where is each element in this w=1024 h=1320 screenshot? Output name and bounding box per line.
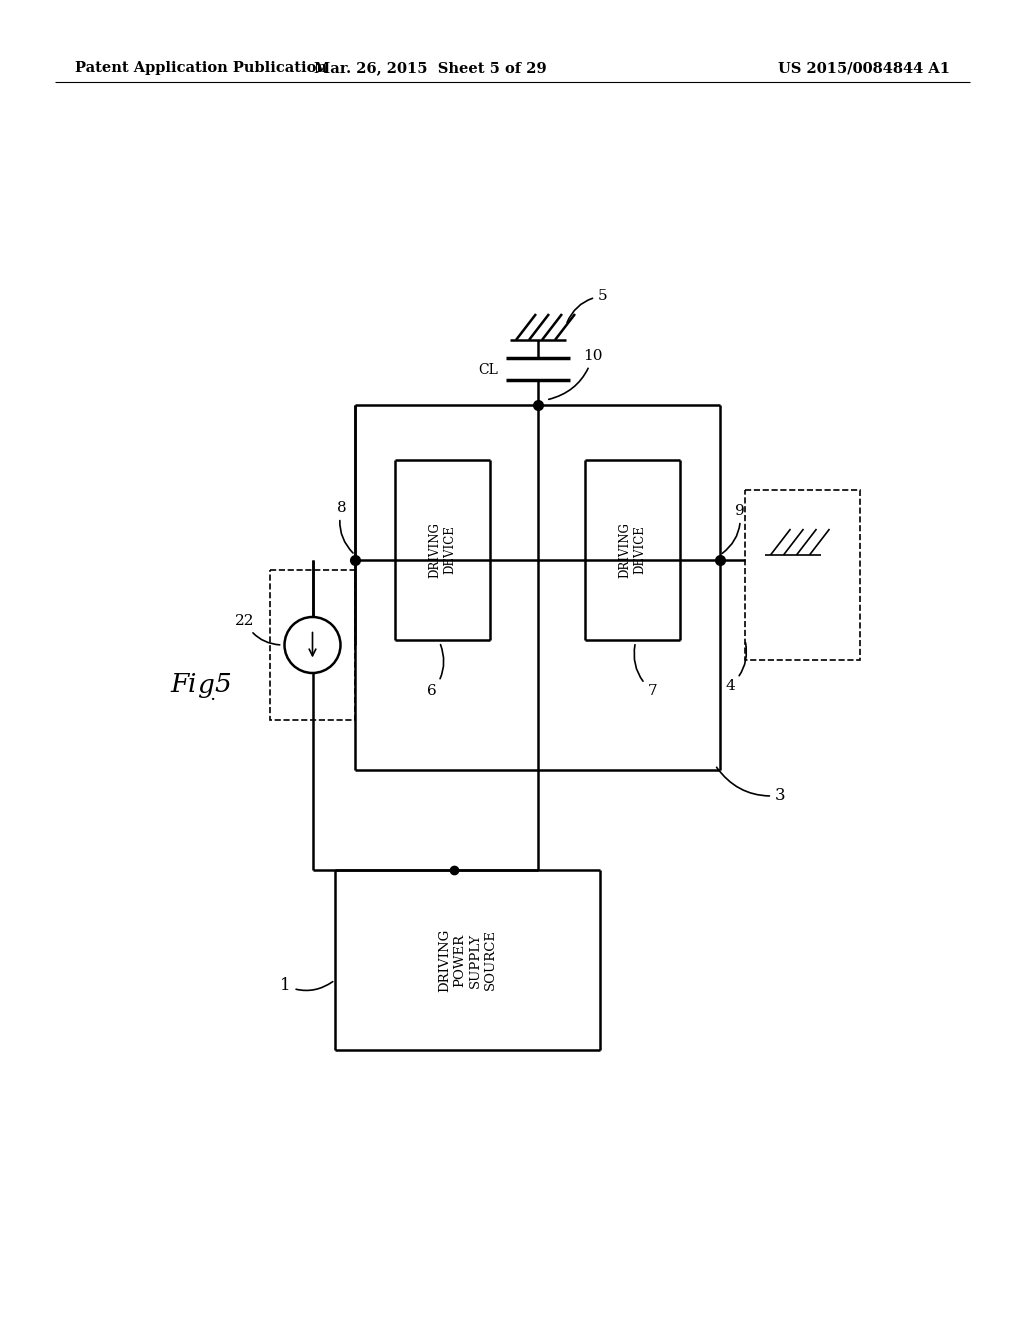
Text: DRIVING
DEVICE: DRIVING DEVICE: [618, 523, 646, 578]
Text: 6: 6: [427, 644, 443, 698]
Text: DRIVING
POWER
SUPPLY
SOURCE: DRIVING POWER SUPPLY SOURCE: [438, 928, 497, 991]
Text: Patent Application Publication: Patent Application Publication: [75, 61, 327, 75]
Text: g: g: [197, 672, 214, 697]
Text: 9: 9: [722, 504, 744, 553]
Text: 22: 22: [234, 614, 280, 645]
Text: DRIVING
DEVICE: DRIVING DEVICE: [428, 523, 457, 578]
Bar: [745, 490, 860, 660]
Text: 5: 5: [214, 672, 230, 697]
Text: F: F: [170, 672, 188, 697]
Text: 4: 4: [725, 643, 746, 693]
Text: 1: 1: [280, 977, 333, 994]
Text: .: .: [209, 686, 215, 704]
Text: 7: 7: [634, 644, 657, 698]
Text: 3: 3: [717, 767, 785, 804]
Text: CL: CL: [478, 363, 498, 378]
Text: i: i: [188, 672, 197, 697]
Text: 10: 10: [549, 348, 602, 400]
Text: Mar. 26, 2015  Sheet 5 of 29: Mar. 26, 2015 Sheet 5 of 29: [313, 61, 547, 75]
Bar: [270, 570, 355, 719]
Text: 8: 8: [337, 502, 353, 553]
Text: US 2015/0084844 A1: US 2015/0084844 A1: [778, 61, 950, 75]
Text: 5: 5: [567, 289, 607, 322]
